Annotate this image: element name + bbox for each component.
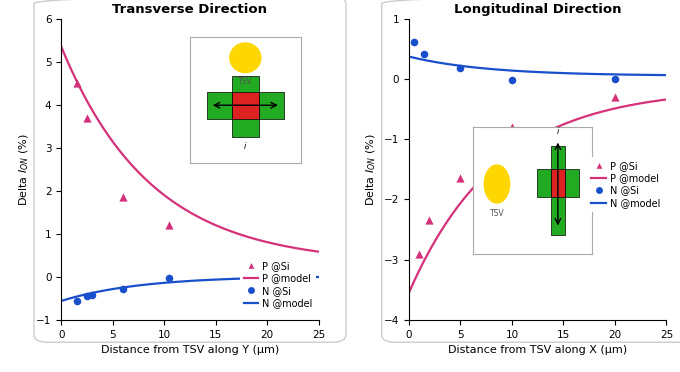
Title: Longitudinal Direction: Longitudinal Direction — [454, 3, 622, 16]
Legend: P @Si, P @model, N @Si, N @model: P @Si, P @model, N @Si, N @model — [240, 257, 316, 312]
Legend: P @Si, P @model, N @Si, N @model: P @Si, P @model, N @Si, N @model — [588, 157, 664, 212]
Point — [71, 298, 82, 304]
Point — [507, 124, 517, 130]
Point — [413, 251, 424, 257]
Point — [118, 194, 129, 200]
Point — [164, 222, 175, 228]
Point — [609, 76, 620, 82]
Point — [118, 286, 129, 292]
Point — [71, 80, 82, 86]
Point — [82, 293, 92, 299]
X-axis label: Distance from TSV along X (μm): Distance from TSV along X (μm) — [448, 345, 627, 355]
Point — [424, 218, 435, 224]
Point — [272, 257, 283, 263]
Y-axis label: Delta $I_{ON}$ (%): Delta $I_{ON}$ (%) — [364, 133, 378, 206]
Point — [455, 65, 466, 71]
Point — [86, 292, 97, 298]
Point — [609, 94, 620, 100]
Y-axis label: Delta $I_{ON}$ (%): Delta $I_{ON}$ (%) — [17, 133, 31, 206]
Point — [82, 115, 92, 121]
Title: Transverse Direction: Transverse Direction — [112, 3, 267, 16]
Point — [455, 175, 466, 181]
X-axis label: Distance from TSV along Y (μm): Distance from TSV along Y (μm) — [101, 345, 279, 355]
Point — [419, 51, 430, 57]
Point — [272, 272, 283, 278]
Point — [507, 77, 517, 83]
Point — [164, 275, 175, 281]
Point — [409, 39, 420, 45]
